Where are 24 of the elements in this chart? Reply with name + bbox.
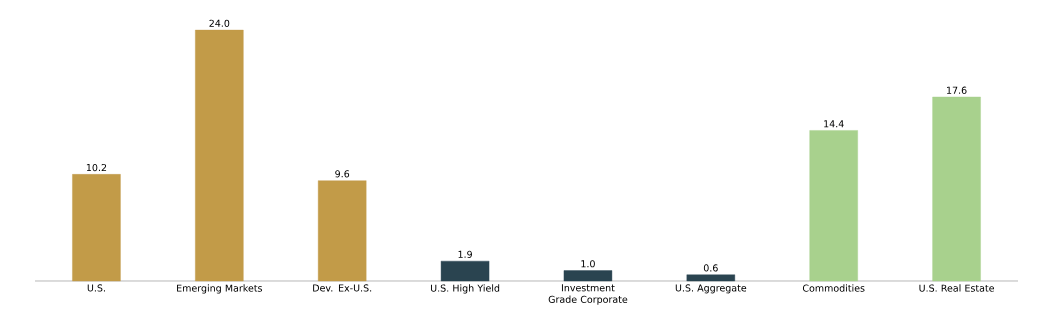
data-label: 0.6	[703, 264, 718, 272]
bar	[195, 29, 244, 282]
data-label: 1.9	[458, 250, 472, 258]
x-tick-label: Dev. Ex-U.S.	[313, 284, 372, 292]
data-label: 9.6	[335, 170, 350, 178]
data-label: 14.4	[824, 120, 844, 128]
bar	[72, 174, 121, 282]
bar	[809, 130, 858, 282]
data-label: 17.6	[947, 86, 967, 94]
x-tick-label: Commodities	[802, 284, 865, 292]
x-tick-label: Emerging Markets	[177, 284, 263, 294]
bar	[563, 270, 613, 282]
x-tick-label: U.S. Real Estate	[919, 284, 995, 292]
x-tick-label: U.S.	[87, 284, 105, 292]
data-label: 24.0	[209, 19, 230, 27]
x-tick-label: Investment Grade Corporate	[548, 284, 628, 305]
x-tick-label: U.S. Aggregate	[675, 284, 747, 294]
bar	[932, 96, 981, 282]
x-tick-label: U.S. High Yield	[430, 284, 500, 294]
bar	[440, 260, 490, 282]
data-label: 10.2	[86, 163, 107, 172]
bar	[317, 180, 367, 282]
bar	[686, 274, 736, 282]
data-label: 1.0	[581, 260, 595, 268]
